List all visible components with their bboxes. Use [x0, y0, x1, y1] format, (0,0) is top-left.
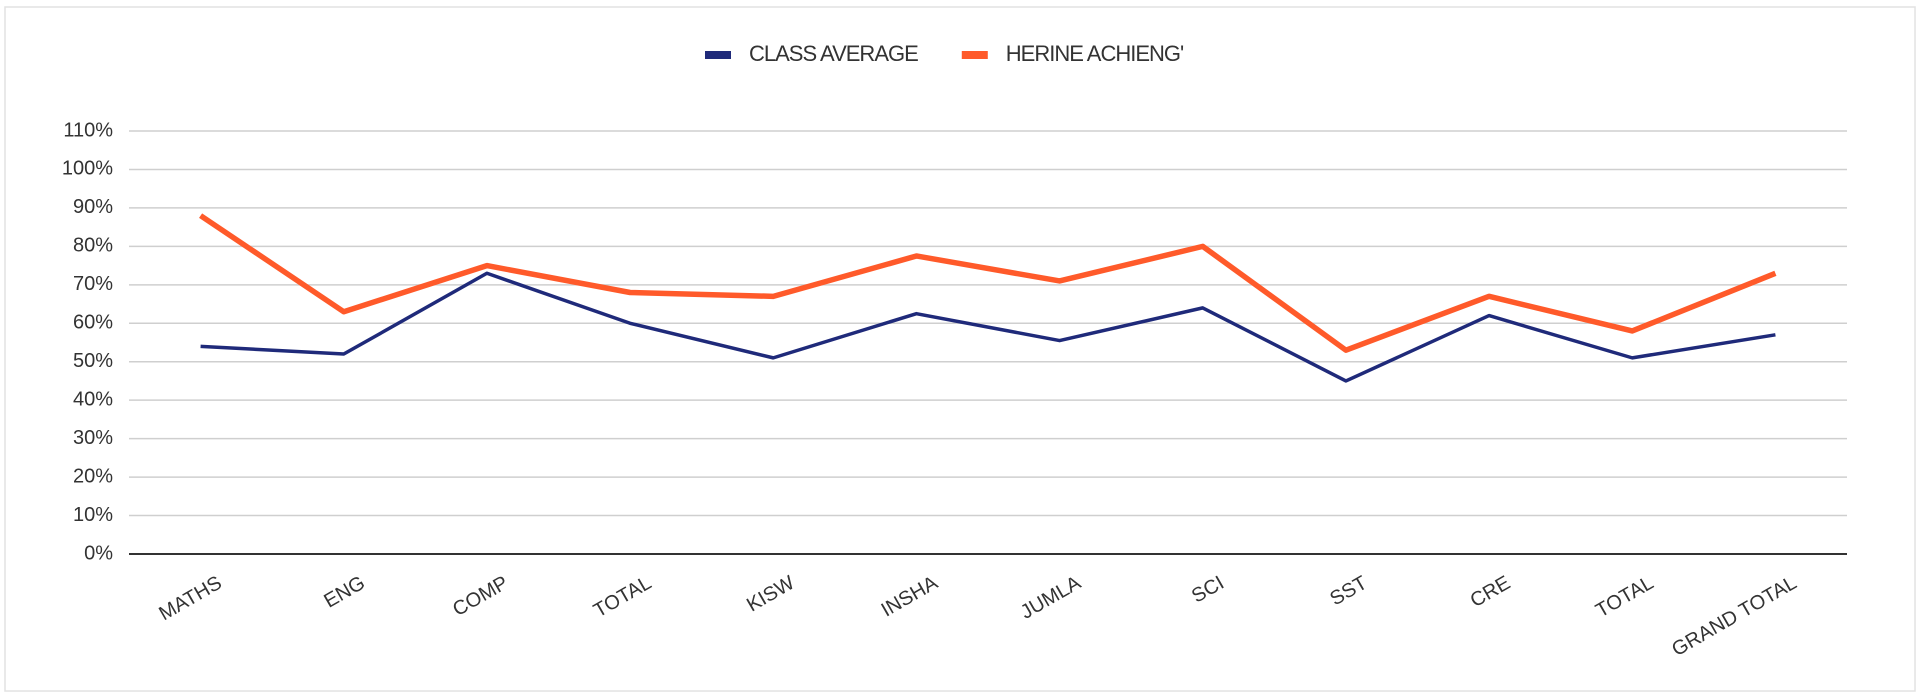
legend-label: HERINE ACHIENG' [1006, 41, 1184, 66]
y-tick-label: 110% [63, 119, 113, 141]
series-line [200, 271, 1776, 383]
y-tick-label: 60% [73, 312, 113, 334]
y-tick-label: 20% [73, 465, 113, 487]
y-tick-label: 90% [73, 196, 113, 218]
y-tick-label: 80% [73, 235, 113, 257]
y-tick-label: 50% [73, 350, 113, 372]
y-tick-label: 10% [73, 504, 113, 526]
y-tick-label: 40% [73, 388, 113, 410]
y-tick-label: 70% [73, 273, 113, 295]
y-tick-label: 100% [62, 158, 113, 180]
y-tick-label: 0% [84, 542, 113, 564]
y-tick-label: 30% [73, 427, 113, 449]
series-line [199, 213, 1777, 353]
legend-label: CLASS AVERAGE [749, 41, 918, 66]
